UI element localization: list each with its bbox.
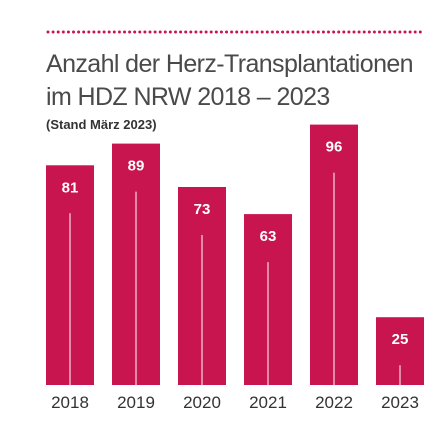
x-tick-label-2019: 2019 [117, 393, 155, 412]
x-tick-label-2023: 2023 [381, 393, 419, 412]
data-label-2018: 81 [62, 179, 79, 196]
chart-subtitle: (Stand März 2023) [46, 117, 157, 132]
chart-title-line-1: Anzahl der Herz-Transplantationen [46, 50, 414, 78]
x-tick-label-2018: 2018 [51, 393, 89, 412]
data-label-2022: 96 [326, 139, 343, 156]
decorative-dotted-rule [46, 30, 422, 34]
data-label-2019: 89 [128, 158, 145, 175]
x-tick-label-2021: 2021 [249, 393, 287, 412]
chart-title-line-2: im HDZ NRW 2018 – 2023 [46, 83, 330, 111]
x-tick-label-2022: 2022 [315, 393, 353, 412]
x-tick-label-2020: 2020 [183, 393, 221, 412]
data-label-2020: 73 [194, 201, 211, 218]
data-label-2023: 25 [392, 331, 409, 348]
data-label-2021: 63 [260, 228, 277, 245]
